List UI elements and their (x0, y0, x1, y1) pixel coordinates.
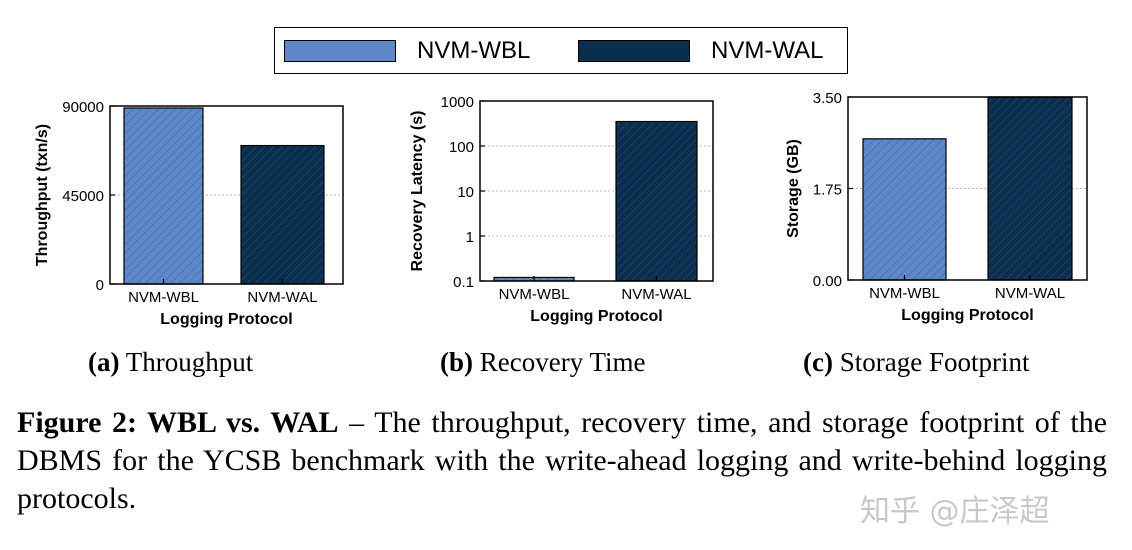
y-tick-label: 45000 (62, 188, 104, 205)
y-tick-label: 1.75 (813, 182, 842, 199)
legend-label-wbl: NVM-WBL (417, 37, 531, 64)
y-tick-label: 0 (96, 277, 104, 294)
y-tick-label: 100 (449, 139, 474, 156)
bar-nvm-wal (240, 144, 325, 285)
x-tick-label: NVM-WAL (995, 285, 1065, 302)
chart-c: 0.00 1.75 3.50 NVM-WBL NVM-WAL Logging Protoc… (785, 90, 1088, 324)
y-tick-label: 3.50 (813, 90, 842, 107)
caption-a: (a) Throughput (88, 347, 253, 378)
y-tick-label: 90000 (62, 99, 104, 116)
figure-caption-text: – The throughput, recovery time, and sto… (17, 406, 1108, 515)
y-axis-title: Recovery Latency (s) (409, 111, 426, 272)
caption-b-letter: (b) (440, 347, 473, 377)
y-tick-label: 1 (466, 229, 474, 246)
caption-c: (c) Storage Footprint (803, 347, 1029, 378)
caption-b-text: Recovery Time (479, 347, 646, 377)
caption-c-text: Storage Footprint (839, 347, 1030, 377)
bar-nvm-wal (615, 120, 698, 282)
caption-a-letter: (a) (88, 347, 120, 377)
x-axis-title: Logging Protocol (530, 308, 662, 325)
watermark: 知乎 @庄泽超 (860, 494, 1050, 529)
legend-swatch-wal (578, 40, 690, 62)
legend-swatch-wbl (284, 40, 396, 62)
charts-area: 0 45000 90000 NVM-WBL NVM-WAL Logging Protoco… (34, 90, 1088, 328)
bar-nvm-wal (987, 96, 1073, 281)
x-tick-label: NVM-WAL (621, 286, 691, 303)
chart-a: 0 45000 90000 NVM-WBL NVM-WAL Logging Protoco… (34, 99, 344, 328)
chart-legend: NVM-WBL NVM-WAL (274, 27, 848, 74)
chart-b: 0.1 1 10 100 1000 NVM-WBL NVM-WAL Logging Proto… (409, 94, 714, 325)
x-tick-label: NVM-WBL (128, 289, 199, 306)
y-tick-label: 0.00 (813, 273, 842, 290)
x-tick-label: NVM-WBL (869, 285, 940, 302)
y-axis-title: Storage (GB) (785, 139, 802, 238)
bar-nvm-wbl (123, 107, 204, 285)
figure-caption: Figure 2: WBL vs. WAL – The throughput, … (17, 404, 1107, 518)
caption-a-text: Throughput (125, 347, 254, 377)
bar-nvm-wbl (862, 138, 947, 281)
caption-c-letter: (c) (803, 347, 833, 377)
x-axis-title: Logging Protocol (160, 311, 292, 328)
caption-b: (b) Recovery Time (440, 347, 646, 378)
figure-caption-label: Figure 2: WBL vs. WAL (17, 406, 339, 439)
y-tick-label: 10 (457, 184, 474, 201)
y-axis-title: Throughput (txn/s) (34, 124, 51, 266)
y-tick-label: 1000 (441, 94, 474, 111)
x-tick-label: NVM-WAL (247, 289, 317, 306)
legend-label-wal: NVM-WAL (711, 37, 824, 64)
x-tick-label: NVM-WBL (499, 286, 570, 303)
x-axis-title: Logging Protocol (901, 307, 1033, 324)
y-tick-label: 0.1 (453, 274, 474, 291)
